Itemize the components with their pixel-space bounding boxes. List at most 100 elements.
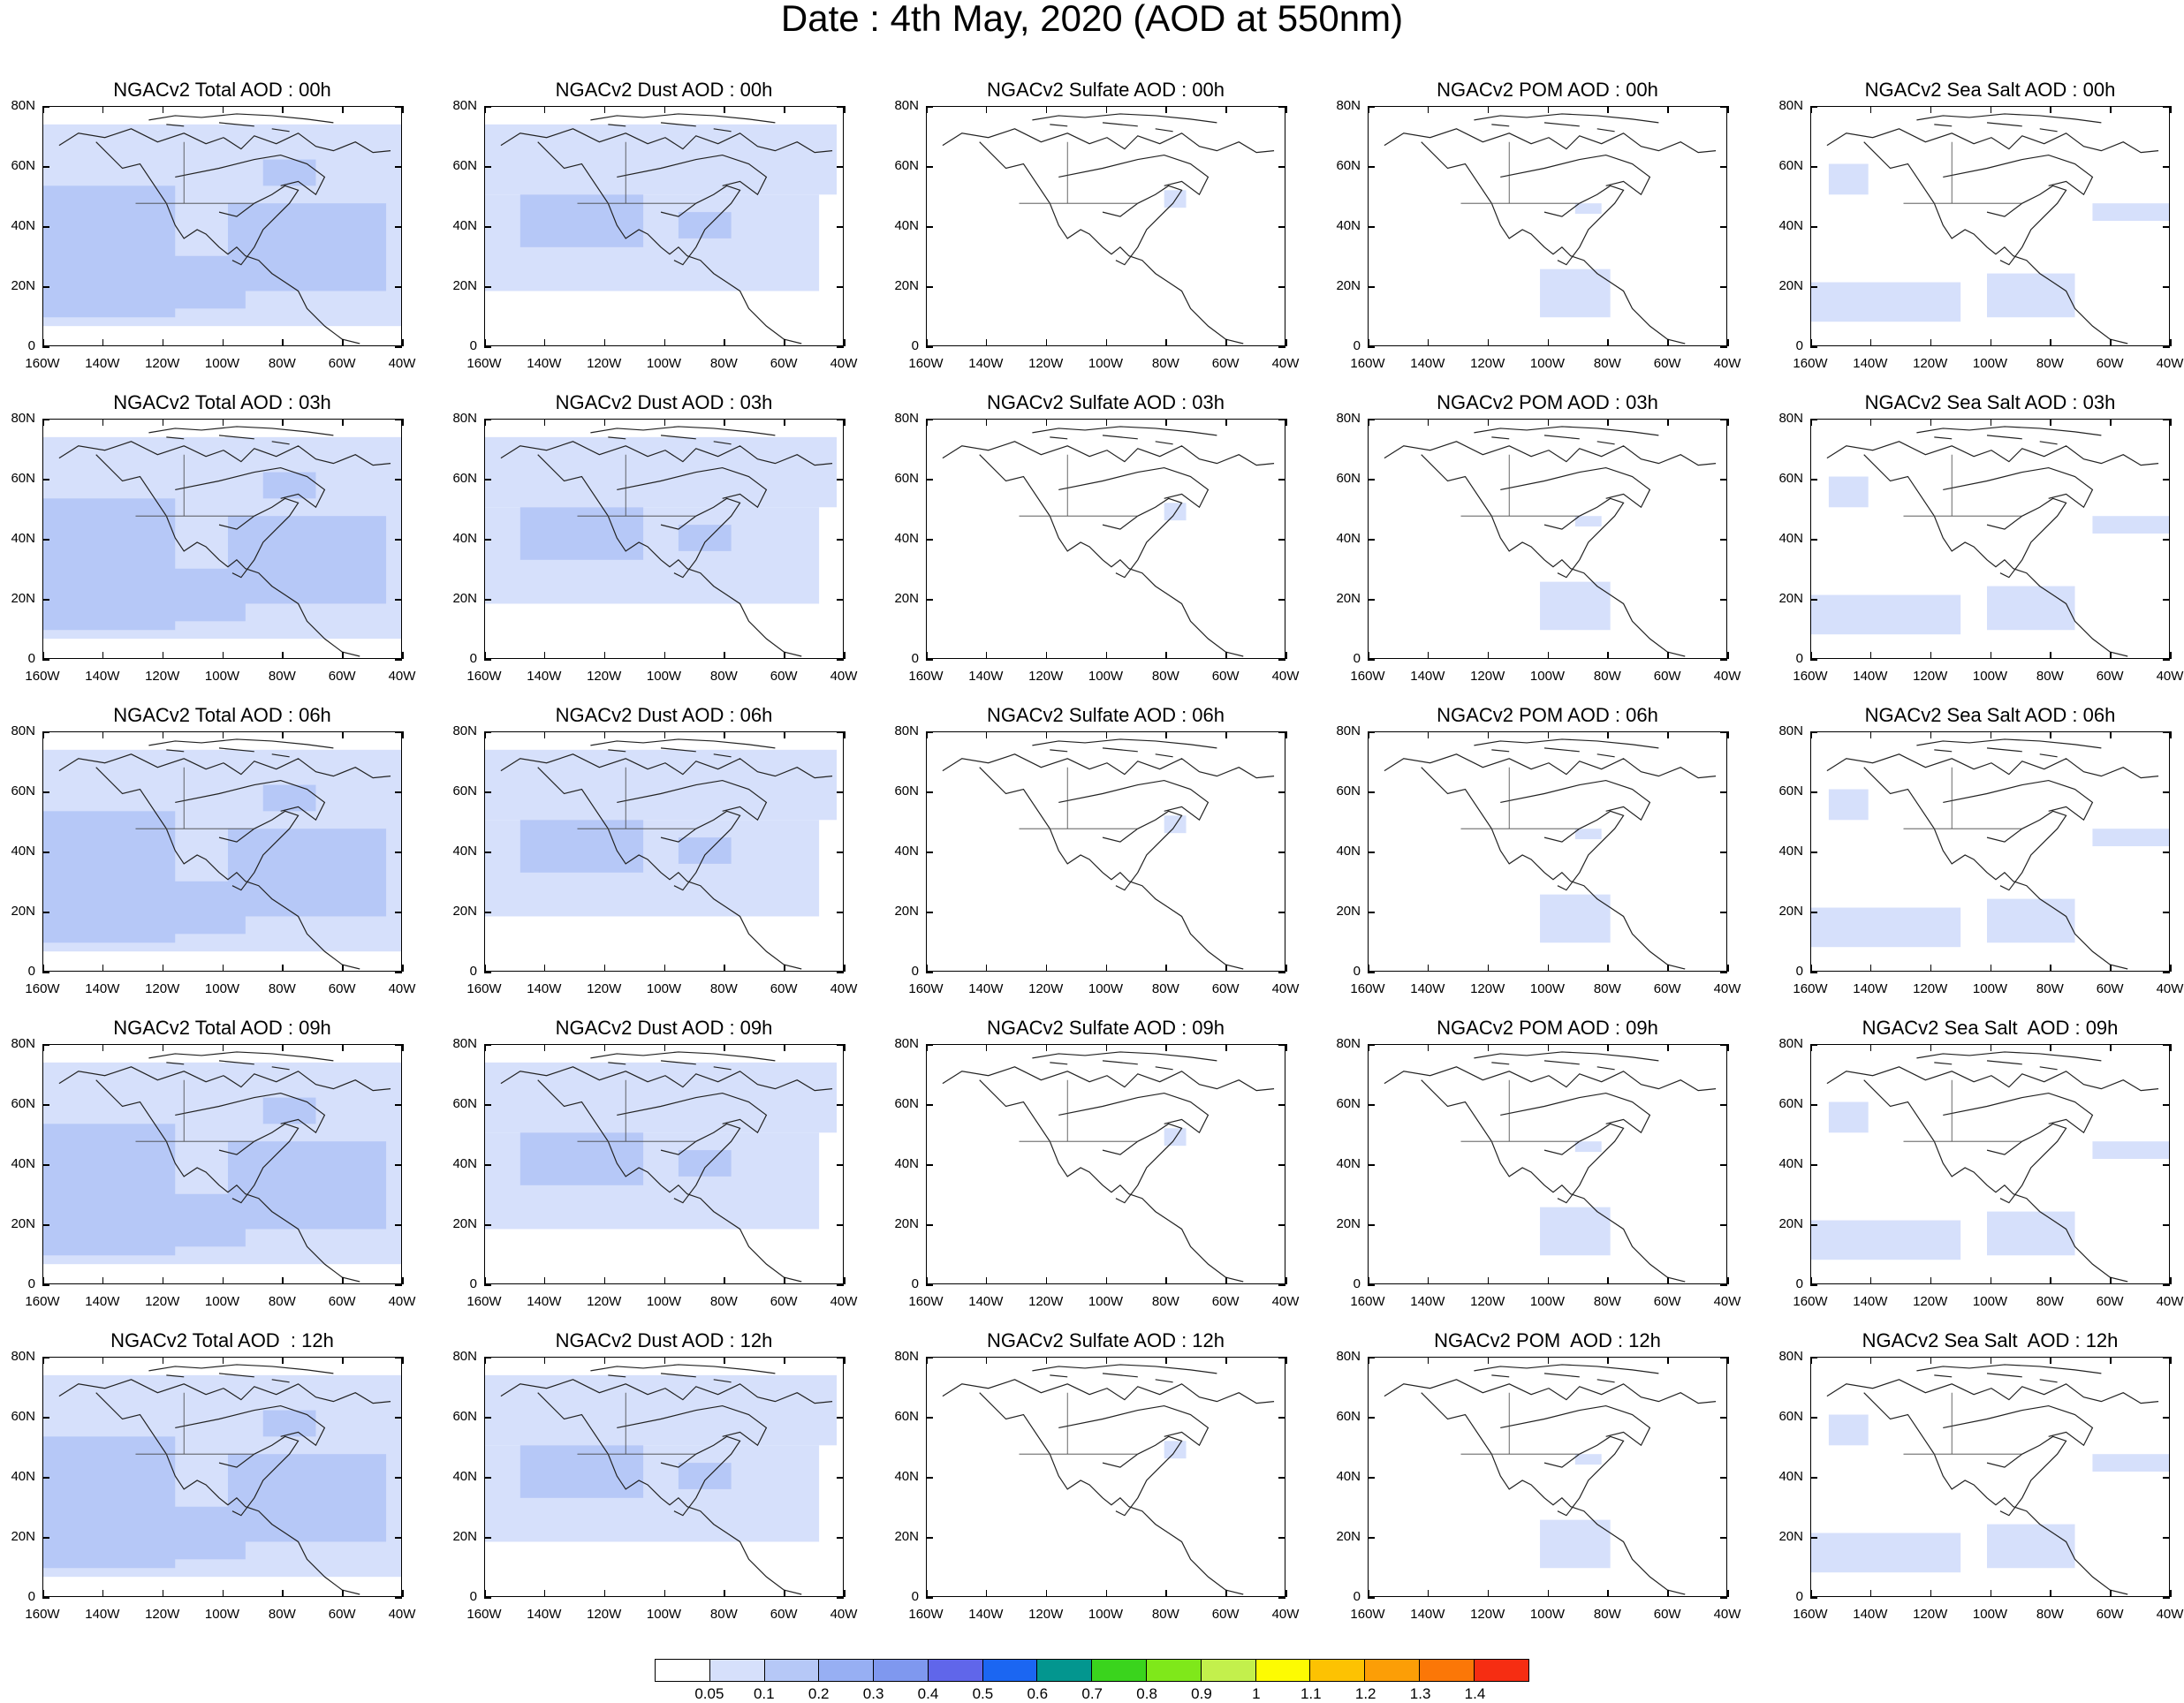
lat-tick-mark: [395, 731, 402, 733]
lon-tick-label: 40W: [375, 982, 428, 995]
lon-tick-label: 80W: [1581, 982, 1634, 995]
lon-tick-mark: [1368, 652, 1369, 659]
colorbar-box: [819, 1660, 874, 1681]
lat-tick-mark: [1368, 1284, 1375, 1286]
lat-tick-mark: [484, 539, 491, 541]
lon-tick-label: 80W: [2023, 670, 2076, 683]
colorbar-label: 0.6: [1011, 1685, 1064, 1703]
lon-tick-label: 140W: [518, 1608, 571, 1621]
aod-field: [485, 1045, 843, 1283]
lon-tick-label: 120W: [1020, 357, 1073, 370]
lat-tick-mark: [484, 1417, 491, 1419]
map-panel: [1368, 106, 1727, 346]
lat-tick-mark: [1810, 1597, 1817, 1599]
lon-tick-mark: [342, 965, 344, 972]
lat-tick-label: 20N: [442, 279, 477, 292]
map-panel: [926, 1357, 1285, 1597]
lon-tick-mark: [484, 419, 486, 426]
lon-tick-mark: [1106, 652, 1108, 659]
lat-tick-mark: [1810, 659, 1817, 661]
lon-tick-label: 140W: [1844, 670, 1897, 683]
lat-tick-mark: [1278, 912, 1285, 913]
lon-tick-label: 120W: [578, 1608, 631, 1621]
lon-tick-mark: [282, 1277, 284, 1284]
lon-tick-mark: [2050, 339, 2051, 346]
lat-tick-label: 40N: [883, 844, 919, 858]
lon-tick-label: 120W: [578, 357, 631, 370]
lon-tick-mark: [1607, 1590, 1609, 1597]
lon-tick-label: 120W: [1020, 670, 1073, 683]
lat-tick-label: 80N: [1768, 99, 1803, 112]
lon-tick-mark: [1548, 339, 1550, 346]
colorbar-box: [983, 1660, 1038, 1681]
lat-tick-mark: [2163, 1597, 2170, 1599]
lon-tick-label: 120W: [136, 357, 189, 370]
lat-tick-label: 80N: [0, 99, 35, 112]
panel-title: NGACv2 Sulfate AOD : 00h: [912, 79, 1301, 101]
lon-tick-mark: [1285, 1044, 1287, 1051]
lon-tick-mark: [342, 1357, 344, 1364]
lat-tick-label: 80N: [1768, 412, 1803, 425]
lon-tick-label: 140W: [1401, 1295, 1454, 1308]
lat-tick-mark: [1720, 1597, 1727, 1599]
lat-tick-label: 80N: [442, 1037, 477, 1050]
lat-tick-mark: [1278, 346, 1285, 348]
lon-tick-mark: [1548, 1590, 1550, 1597]
panel-title: NGACv2 Total AOD : 00h: [28, 79, 417, 101]
lat-tick-label: 20N: [442, 592, 477, 605]
lon-tick-mark: [784, 339, 785, 346]
lat-tick-label: 40N: [1768, 1157, 1803, 1170]
lat-tick-mark: [42, 1224, 49, 1226]
lat-tick-mark: [837, 852, 844, 853]
lat-tick-mark: [837, 1104, 844, 1106]
lon-tick-mark: [1727, 1277, 1729, 1284]
lon-tick-mark: [544, 1357, 546, 1364]
lat-tick-mark: [42, 1417, 49, 1419]
lon-tick-label: 100W: [1964, 357, 2017, 370]
lon-tick-mark: [1607, 731, 1609, 738]
lon-tick-mark: [42, 731, 44, 738]
lat-tick-label: 80N: [1768, 1350, 1803, 1363]
lon-tick-mark: [1667, 652, 1669, 659]
lon-tick-label: 80W: [2023, 1295, 2076, 1308]
lat-tick-mark: [1810, 226, 1817, 228]
colorbar-box: [1037, 1660, 1092, 1681]
lat-tick-mark: [2163, 539, 2170, 541]
lat-tick-label: 60N: [1768, 472, 1803, 485]
lat-tick-mark: [484, 166, 491, 168]
lon-tick-mark: [724, 106, 725, 113]
lat-tick-label: 60N: [0, 784, 35, 798]
lon-tick-mark: [223, 106, 224, 113]
lat-tick-label: 0: [1768, 1590, 1803, 1603]
panel-title: NGACv2 Sulfate AOD : 12h: [912, 1330, 1301, 1351]
lat-tick-mark: [1720, 1044, 1727, 1046]
lon-tick-mark: [1810, 652, 1812, 659]
lon-tick-label: 160W: [899, 670, 952, 683]
panel-title: NGACv2 POM AOD : 12h: [1354, 1330, 1742, 1351]
lat-tick-label: 0: [1768, 965, 1803, 978]
lon-tick-label: 40W: [817, 357, 870, 370]
lon-tick-mark: [42, 965, 44, 972]
lon-tick-mark: [1607, 1044, 1609, 1051]
lon-tick-label: 40W: [375, 1608, 428, 1621]
panel-title: NGACv2 Dust AOD : 09h: [470, 1018, 859, 1039]
lon-tick-mark: [1991, 106, 1992, 113]
lat-tick-mark: [1720, 1477, 1727, 1479]
lon-tick-mark: [1428, 1277, 1429, 1284]
lon-tick-label: 160W: [16, 357, 69, 370]
lat-tick-mark: [1368, 599, 1375, 601]
panel-title: NGACv2 Sea Salt AOD : 03h: [1796, 392, 2184, 413]
lon-tick-mark: [1165, 731, 1167, 738]
lon-tick-mark: [604, 106, 606, 113]
lat-tick-mark: [484, 852, 491, 853]
lon-tick-mark: [1870, 339, 1872, 346]
lat-tick-mark: [395, 1357, 402, 1359]
lon-tick-mark: [1607, 339, 1609, 346]
lon-tick-label: 80W: [1581, 1295, 1634, 1308]
map-panel: [484, 731, 844, 972]
lat-tick-mark: [837, 419, 844, 420]
lon-tick-label: 160W: [1341, 1608, 1394, 1621]
panel-title: NGACv2 Dust AOD : 06h: [470, 705, 859, 726]
lat-tick-label: 60N: [0, 159, 35, 172]
lon-tick-mark: [544, 419, 546, 426]
